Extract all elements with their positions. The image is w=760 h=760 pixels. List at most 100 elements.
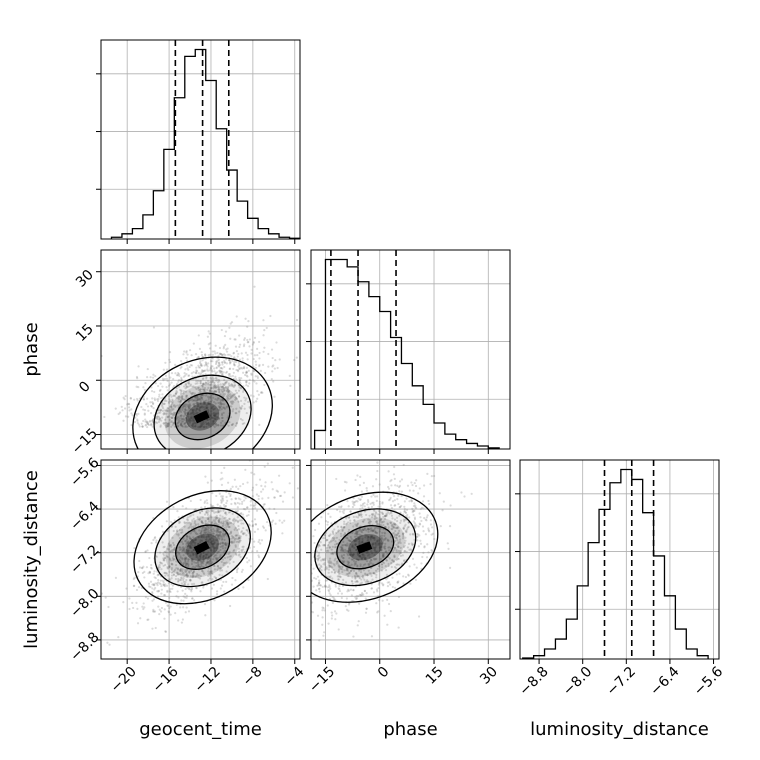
data-point xyxy=(178,536,181,540)
data-point xyxy=(337,565,341,569)
data-point xyxy=(370,574,373,578)
data-point xyxy=(318,551,321,555)
data-point xyxy=(201,422,204,425)
data-point xyxy=(355,597,359,600)
data-point xyxy=(254,366,257,369)
data-point xyxy=(228,367,231,371)
data-point xyxy=(223,506,226,509)
data-point xyxy=(200,581,203,584)
data-point xyxy=(209,503,213,506)
data-point xyxy=(180,599,183,602)
data-point xyxy=(213,575,216,578)
data-point xyxy=(378,513,381,516)
data-point xyxy=(243,396,246,399)
data-point xyxy=(209,418,212,421)
data-point xyxy=(193,421,196,424)
data-point xyxy=(151,397,154,400)
data-point xyxy=(210,522,213,525)
data-point xyxy=(355,532,358,535)
data-point xyxy=(228,372,231,376)
data-point xyxy=(227,511,230,514)
data-point xyxy=(167,395,171,398)
data-point xyxy=(128,403,131,406)
data-point xyxy=(283,519,286,522)
data-point xyxy=(206,382,209,385)
data-point xyxy=(207,382,210,385)
data-point xyxy=(395,526,398,530)
data-point xyxy=(351,545,354,548)
data-point xyxy=(185,425,188,429)
data-point xyxy=(237,352,240,356)
data-point xyxy=(166,547,169,550)
data-point xyxy=(322,536,325,540)
data-point xyxy=(211,492,214,495)
data-point xyxy=(225,513,228,516)
data-point xyxy=(375,602,378,605)
data-point xyxy=(214,538,218,542)
data-point xyxy=(327,590,331,593)
data-point xyxy=(174,392,178,395)
data-point xyxy=(257,497,260,501)
data-point xyxy=(182,410,186,413)
data-point xyxy=(193,408,196,412)
data-point xyxy=(214,344,217,347)
data-point xyxy=(370,535,373,538)
data-point xyxy=(198,397,201,400)
data-point xyxy=(137,571,140,574)
data-point xyxy=(191,408,194,412)
data-point xyxy=(226,353,230,356)
data-point xyxy=(183,550,186,553)
data-point xyxy=(178,521,182,524)
data-point xyxy=(235,412,238,415)
data-point xyxy=(229,532,232,535)
data-point xyxy=(245,371,249,374)
data-point xyxy=(216,511,219,514)
data-point xyxy=(232,371,235,374)
data-point xyxy=(213,568,217,571)
data-point xyxy=(200,539,204,542)
data-point xyxy=(190,560,194,563)
data-point xyxy=(199,425,202,428)
data-point xyxy=(291,496,295,499)
data-point xyxy=(183,574,186,577)
data-point xyxy=(207,527,211,530)
data-point xyxy=(278,557,280,559)
data-point xyxy=(209,414,213,417)
data-point xyxy=(229,494,232,498)
data-point xyxy=(168,544,171,547)
data-point xyxy=(214,557,217,560)
data-point xyxy=(403,525,406,528)
scatter-panel-2-1 xyxy=(278,461,473,642)
data-point xyxy=(219,399,222,402)
data-point xyxy=(204,527,207,530)
data-point xyxy=(176,580,180,583)
data-point xyxy=(213,542,216,545)
data-point xyxy=(415,479,418,482)
data-point xyxy=(372,572,375,575)
data-point xyxy=(162,412,165,415)
data-point xyxy=(164,374,168,377)
data-point xyxy=(377,542,381,545)
data-point xyxy=(190,372,193,375)
data-point xyxy=(179,380,183,383)
data-point xyxy=(215,558,219,561)
data-point xyxy=(372,571,375,575)
data-point xyxy=(166,407,169,410)
data-point xyxy=(375,557,378,560)
data-point xyxy=(180,576,183,579)
data-point xyxy=(318,590,321,593)
data-point xyxy=(208,557,211,560)
data-point xyxy=(296,563,298,565)
data-point xyxy=(162,581,165,584)
data-point xyxy=(175,567,178,570)
data-point xyxy=(187,419,190,422)
data-point xyxy=(341,549,345,552)
data-point xyxy=(141,425,144,428)
data-point xyxy=(421,525,425,528)
data-point xyxy=(170,545,173,548)
data-point xyxy=(372,503,375,506)
data-point xyxy=(153,398,157,402)
data-point xyxy=(181,408,184,412)
data-point xyxy=(219,421,223,425)
data-point xyxy=(228,384,231,387)
